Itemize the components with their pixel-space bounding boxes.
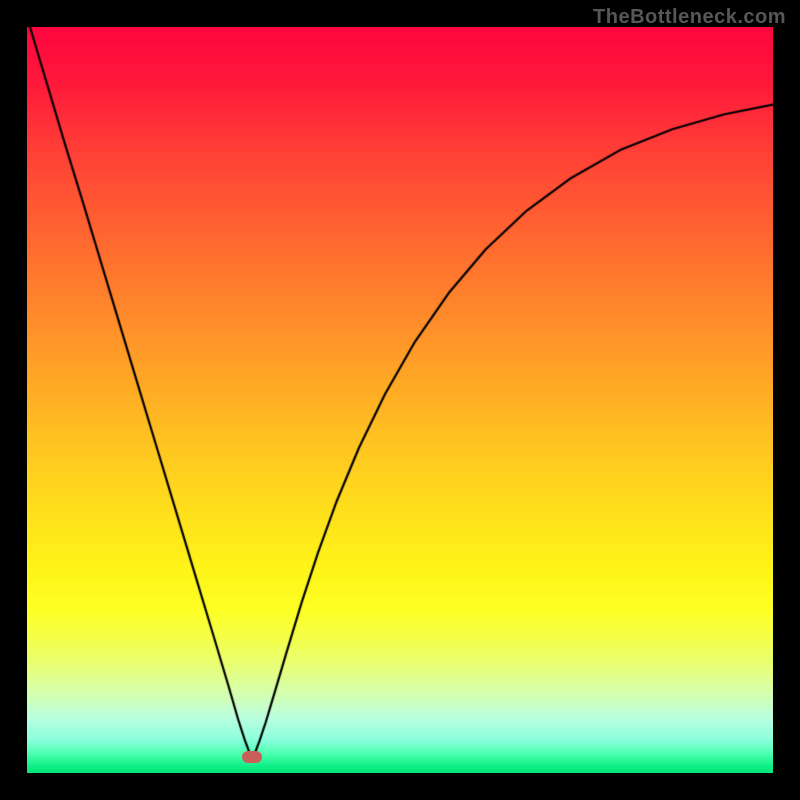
- minimum-marker: [242, 751, 262, 763]
- chart-container: TheBottleneck.com: [0, 0, 800, 800]
- plot-canvas: [27, 27, 773, 773]
- plot-area: [27, 27, 773, 773]
- watermark-text: TheBottleneck.com: [593, 6, 786, 29]
